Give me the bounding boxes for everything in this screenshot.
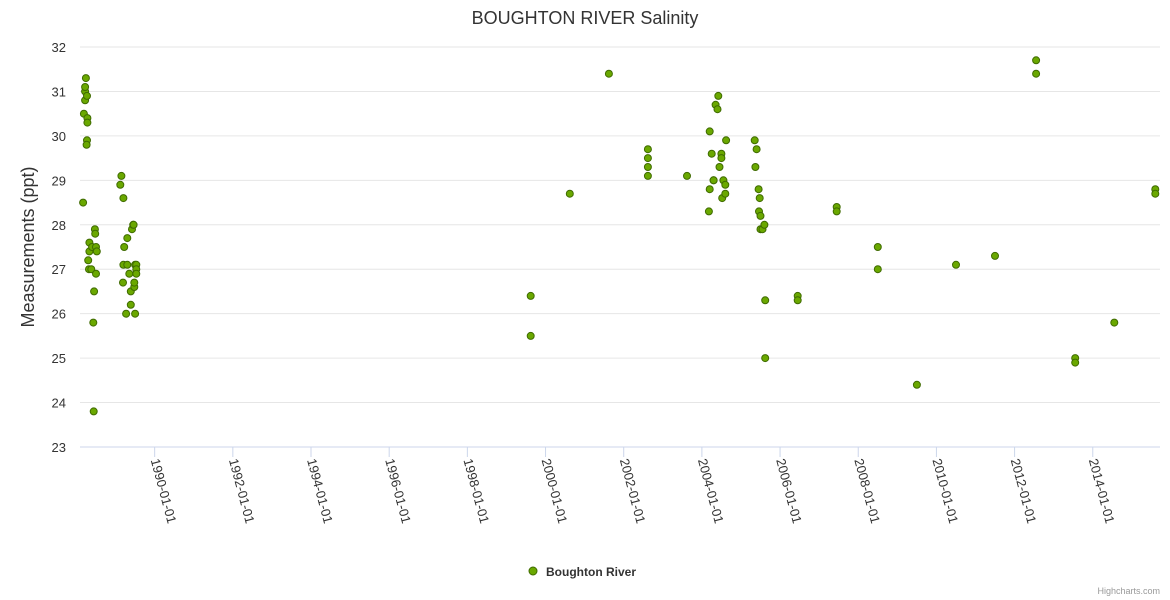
data-point[interactable] <box>119 278 127 287</box>
data-point[interactable] <box>912 380 921 389</box>
data-point[interactable] <box>117 171 126 180</box>
y-tick-label: 29 <box>52 173 66 188</box>
data-point[interactable] <box>952 260 960 269</box>
data-point[interactable] <box>755 194 764 203</box>
data-point[interactable] <box>565 189 574 198</box>
data-point[interactable] <box>704 207 713 216</box>
data-point[interactable] <box>604 69 613 78</box>
data-point[interactable] <box>129 220 138 229</box>
data-point[interactable] <box>130 278 139 287</box>
data-point[interactable] <box>717 154 726 163</box>
y-tick-label: 31 <box>52 84 66 99</box>
y-tick-label: 24 <box>52 396 66 411</box>
data-point[interactable] <box>643 145 652 154</box>
data-point[interactable] <box>132 269 141 278</box>
data-point[interactable] <box>125 269 134 278</box>
data-point[interactable] <box>1071 358 1080 367</box>
y-axis-label: Measurements (ppt) <box>18 166 38 327</box>
data-point[interactable] <box>1032 69 1041 78</box>
data-point[interactable] <box>991 251 999 260</box>
legend-marker[interactable] <box>528 566 538 576</box>
data-point[interactable] <box>123 234 132 243</box>
data-points <box>79 56 1160 416</box>
data-point[interactable] <box>643 171 652 180</box>
y-tick-label: 28 <box>52 218 66 233</box>
data-point[interactable] <box>131 309 140 318</box>
data-point[interactable] <box>754 185 763 194</box>
data-point[interactable] <box>526 291 535 300</box>
data-point[interactable] <box>123 260 132 269</box>
data-point[interactable] <box>713 105 722 114</box>
data-point[interactable] <box>793 296 802 305</box>
data-point[interactable] <box>89 318 98 327</box>
data-point[interactable] <box>122 309 131 318</box>
y-tick-label: 32 <box>52 40 66 55</box>
data-point[interactable] <box>643 163 652 171</box>
data-point[interactable] <box>752 145 761 154</box>
data-point[interactable] <box>92 269 100 278</box>
chart-title: BOUGHTON RIVER Salinity <box>472 8 699 28</box>
y-tick-label: 26 <box>52 307 66 322</box>
data-point[interactable] <box>709 176 718 185</box>
data-point[interactable] <box>126 300 135 309</box>
legend-item-label[interactable]: Boughton River <box>546 565 636 579</box>
data-point[interactable] <box>81 83 90 91</box>
data-point[interactable] <box>91 229 100 238</box>
data-point[interactable] <box>83 118 92 127</box>
y-tick-label: 23 <box>52 440 66 455</box>
data-point[interactable] <box>79 198 88 207</box>
data-point[interactable] <box>1032 56 1041 65</box>
data-point[interactable] <box>714 91 723 100</box>
data-point[interactable] <box>1110 318 1119 327</box>
data-point[interactable] <box>83 91 91 100</box>
y-tick-label: 30 <box>52 129 66 144</box>
data-point[interactable] <box>81 74 90 83</box>
data-point[interactable] <box>751 163 760 171</box>
data-point[interactable] <box>761 296 770 305</box>
data-point[interactable] <box>750 136 759 145</box>
data-point[interactable] <box>683 171 691 180</box>
legend[interactable]: Boughton River <box>528 565 636 579</box>
data-point[interactable] <box>87 265 96 274</box>
data-point[interactable] <box>1151 189 1160 198</box>
data-point[interactable] <box>643 154 652 163</box>
data-point[interactable] <box>715 163 724 171</box>
data-point[interactable] <box>82 140 91 149</box>
data-point[interactable] <box>92 247 101 256</box>
data-point[interactable] <box>761 354 770 363</box>
data-point[interactable] <box>120 243 129 251</box>
credits-link[interactable]: Highcharts.com <box>1097 586 1160 596</box>
data-point[interactable] <box>84 256 93 265</box>
data-point[interactable] <box>873 243 882 251</box>
data-point[interactable] <box>756 211 765 220</box>
gridlines <box>80 46 1160 404</box>
data-point[interactable] <box>90 287 99 296</box>
data-point[interactable] <box>705 185 714 194</box>
data-point[interactable] <box>873 265 882 274</box>
data-point[interactable] <box>705 127 714 136</box>
data-point[interactable] <box>721 180 730 189</box>
data-point[interactable] <box>119 194 128 203</box>
data-point[interactable] <box>707 149 716 158</box>
y-tick-label: 25 <box>52 351 66 366</box>
data-point[interactable] <box>832 207 841 216</box>
data-point[interactable] <box>721 189 730 198</box>
data-point[interactable] <box>89 407 98 416</box>
data-point[interactable] <box>526 331 535 340</box>
data-point[interactable] <box>722 136 731 145</box>
y-axis-ticks: 23 24 25 26 27 28 29 30 31 32 <box>52 40 66 455</box>
data-point[interactable] <box>760 220 769 229</box>
data-point[interactable] <box>116 180 125 189</box>
y-tick-label: 27 <box>52 262 66 277</box>
